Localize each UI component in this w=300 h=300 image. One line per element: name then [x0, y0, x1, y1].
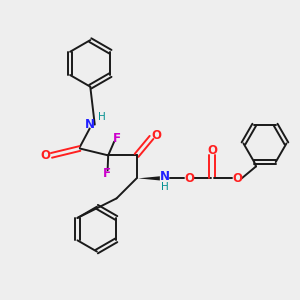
Text: O: O — [232, 172, 242, 185]
Text: O: O — [208, 144, 218, 157]
Text: O: O — [184, 172, 194, 185]
Text: O: O — [40, 149, 50, 162]
Text: O: O — [152, 130, 162, 142]
Text: H: H — [98, 112, 106, 122]
Text: F: F — [113, 132, 121, 145]
Text: N: N — [85, 118, 95, 131]
Text: N: N — [160, 170, 170, 183]
Text: F: F — [103, 167, 111, 180]
Text: H: H — [161, 182, 169, 192]
Polygon shape — [138, 176, 160, 181]
